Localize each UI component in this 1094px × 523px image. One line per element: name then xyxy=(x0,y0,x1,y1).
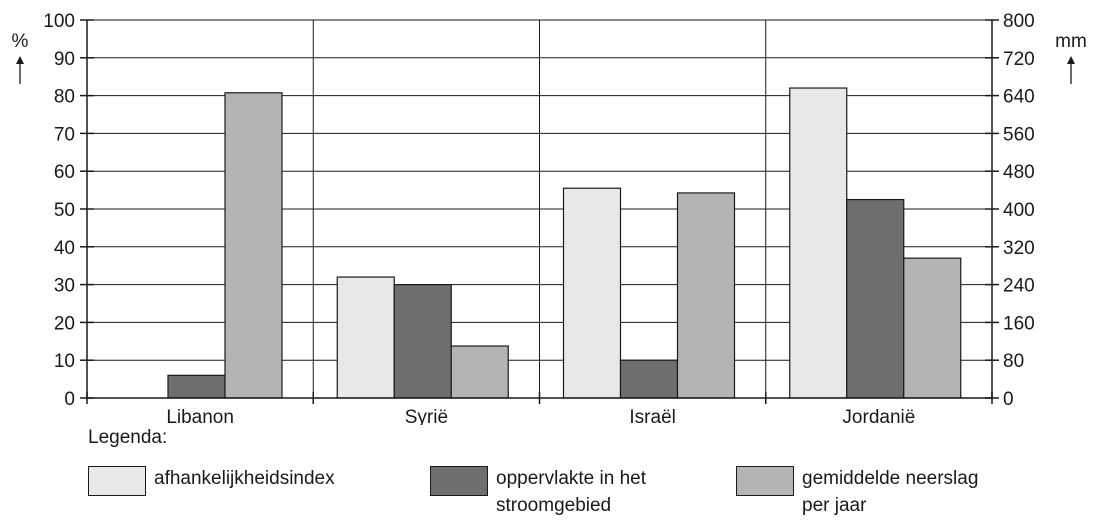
up-arrow-icon xyxy=(16,56,24,64)
y-left-tick-label: 20 xyxy=(54,313,75,334)
x-tick-label: Syrië xyxy=(405,407,448,425)
y-left-tick-label: 80 xyxy=(54,87,75,108)
y-left-tick-label: 30 xyxy=(54,276,75,297)
y-right-tick-label: 320 xyxy=(1003,238,1035,259)
y-left-tick-label: 100 xyxy=(43,11,75,32)
bar-israël-3 xyxy=(676,192,736,399)
legend-swatch xyxy=(88,466,146,496)
y-right-tick-label: 240 xyxy=(1003,276,1035,297)
bar-jordanië-2 xyxy=(846,198,905,399)
axis-labels: 0 10 20 30 40 50 60 70 80 90 100 0 80 160 240 320 400 480… xyxy=(12,11,1087,425)
bar-syrië-2 xyxy=(393,284,452,399)
y-left-tick-label: 40 xyxy=(54,238,75,259)
y-right-tick-label: 720 xyxy=(1003,49,1035,70)
y-right-tick-label: 0 xyxy=(1003,389,1014,410)
y-right-tick-label: 560 xyxy=(1003,124,1035,145)
y-left-tick-label: 10 xyxy=(54,351,75,372)
y-right-tick-label: 480 xyxy=(1003,162,1035,183)
legend-label: afhankelijkheidsindex xyxy=(154,468,335,489)
x-tick-label: Israël xyxy=(629,407,675,425)
bar-israël-2 xyxy=(619,359,679,399)
legend-label: oppervlakte in het xyxy=(496,468,646,489)
legend-label: gemiddelde neerslag xyxy=(802,468,979,489)
legend-label-line2: stroomgebied xyxy=(496,495,612,516)
y-left-tick-label: 60 xyxy=(54,162,75,183)
x-tick-label: Jordanië xyxy=(842,407,915,425)
bar-syrië-3 xyxy=(450,345,509,399)
y-right-unit-label: mm xyxy=(1055,31,1087,52)
bar-libanon-3 xyxy=(224,92,283,399)
bar-jordanië-1 xyxy=(789,87,848,399)
up-arrow-icon xyxy=(1067,56,1075,64)
legend-label-line2: per jaar xyxy=(802,495,867,516)
y-right-tick-label: 400 xyxy=(1003,200,1035,221)
bar-israël-1 xyxy=(562,187,622,399)
x-tick-label: Libanon xyxy=(166,407,234,425)
y-left-tick-label: 50 xyxy=(54,200,75,221)
legend: Legenda: afhankelijkheidsindex oppervlak… xyxy=(88,425,1088,521)
bars xyxy=(167,87,962,399)
legend-swatch xyxy=(430,466,488,496)
y-left-unit-label: % xyxy=(12,31,29,52)
legend-title: Legenda: xyxy=(88,427,168,448)
y-left-tick-label: 70 xyxy=(54,124,75,145)
y-right-tick-label: 80 xyxy=(1003,351,1024,372)
legend-swatch xyxy=(736,466,794,496)
bar-chart: 0 10 20 30 40 50 60 70 80 90 100 0 80 160 240 320 400 480… xyxy=(12,11,1087,425)
y-right-tick-label: 640 xyxy=(1003,87,1035,108)
bar-syrië-1 xyxy=(336,276,395,399)
y-left-tick-label: 90 xyxy=(54,49,75,70)
y-left-tick-label: 0 xyxy=(64,389,75,410)
y-right-tick-label: 800 xyxy=(1003,11,1035,32)
bar-jordanië-3 xyxy=(903,257,962,399)
y-right-tick-label: 160 xyxy=(1003,313,1035,334)
axes xyxy=(16,19,1075,404)
bar-libanon-2 xyxy=(167,374,226,399)
